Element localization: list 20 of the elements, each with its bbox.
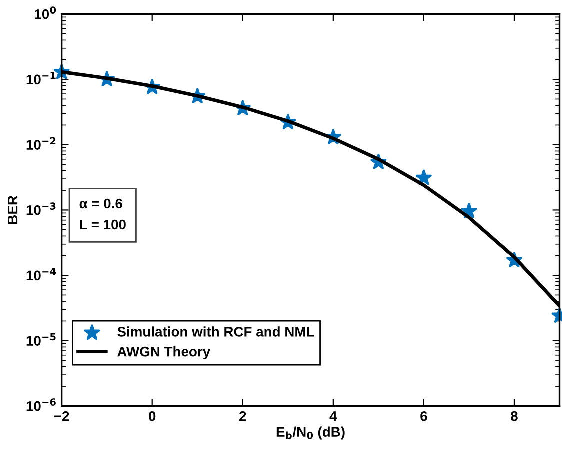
point bbox=[461, 203, 478, 218]
legend-label: AWGN Theory bbox=[118, 346, 211, 360]
y-tick-label: 10$^{−4}$ bbox=[26, 268, 56, 281]
point bbox=[416, 170, 432, 186]
y-axis-title: BER bbox=[8, 196, 18, 224]
y-tick-label: 10$^{−6}$ bbox=[26, 398, 56, 412]
y-tick-label: 10$^{−1}$ bbox=[26, 72, 56, 85]
x-tick-label: 8 bbox=[511, 411, 518, 422]
x-tick-label: 0 bbox=[149, 411, 156, 422]
y-tick-label: 10$^{−5}$ bbox=[26, 333, 56, 346]
y-tick-label: 10$^{0}$ bbox=[35, 6, 56, 20]
y-tick-label: 10$^{−2}$ bbox=[26, 137, 56, 150]
x-tick-label: −2 bbox=[54, 411, 70, 422]
x-tick-label: 6 bbox=[420, 411, 428, 422]
legend-label: Simulation with RCF and NML bbox=[118, 326, 314, 337]
y-tick-label: 10$^{−3}$ bbox=[26, 202, 56, 216]
x-tick-label: 2 bbox=[240, 411, 246, 422]
x-axis-title: E$_{b}$/N$_{0}$ (dB) bbox=[276, 426, 345, 440]
annotation: α = 0.6 L = 100 bbox=[80, 198, 126, 230]
x-tick-label: 4 bbox=[330, 412, 338, 422]
